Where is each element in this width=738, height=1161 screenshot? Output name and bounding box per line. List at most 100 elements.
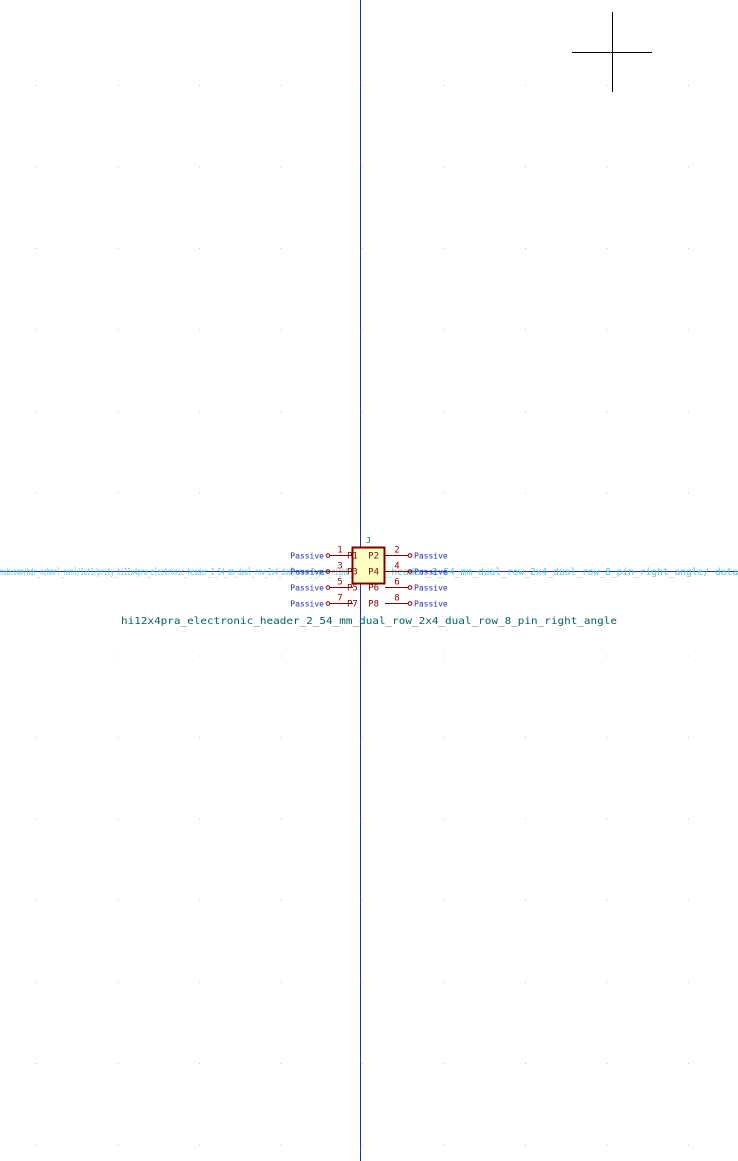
- grid-dot: [36, 411, 37, 412]
- grid-dot: [280, 574, 282, 575]
- grid-dot: [199, 818, 200, 820]
- pin-end-circle: [407, 585, 413, 590]
- grid-dot: [525, 492, 526, 494]
- grid-dot: [443, 900, 445, 901]
- grid-dot: [688, 1063, 689, 1064]
- pin-electrical-type: Passive: [414, 568, 448, 577]
- pin-name: P1: [347, 552, 358, 562]
- grid-dot: [362, 1063, 363, 1064]
- grid-dot: [525, 574, 526, 575]
- grid-dot: [362, 655, 363, 657]
- grid-dot: [199, 574, 200, 575]
- grid-dot: [362, 981, 363, 983]
- hidden-field-right: ds_header_2_54_mm_dual_row_2x4_dual_row_…: [374, 567, 738, 578]
- grid-dot: [688, 900, 689, 901]
- grid-dot: [688, 492, 689, 494]
- grid-dot: [525, 248, 526, 249]
- grid-dot: [688, 166, 689, 168]
- grid-dot: [117, 85, 119, 86]
- grid-dot: [525, 655, 526, 657]
- grid-dot: [36, 248, 37, 249]
- grid-dot: [688, 818, 689, 820]
- grid-dot: [362, 411, 363, 412]
- grid-dot: [199, 737, 200, 738]
- grid-dot: [280, 166, 282, 168]
- grid-dot: [117, 655, 119, 657]
- grid-dot: [117, 166, 119, 168]
- component-symbol[interactable]: J hi12x4pra_electronic_header_2_54_mm_du…: [121, 536, 617, 627]
- grid-dot: [525, 329, 526, 331]
- grid-dot: [606, 737, 608, 738]
- grid-dot: [36, 1144, 37, 1146]
- pin-number: 6: [394, 578, 399, 588]
- grid-dot: [443, 329, 445, 331]
- grid-dot: [36, 981, 37, 983]
- grid-dot: [606, 411, 608, 412]
- grid-dot: [117, 900, 119, 901]
- grid-dot: [280, 411, 282, 412]
- grid-dot: [688, 981, 689, 983]
- pin-number: 3: [337, 562, 342, 572]
- pin-electrical-type: Passive: [290, 552, 324, 561]
- grid-dot: [117, 818, 119, 820]
- grid-dot: [443, 1063, 445, 1064]
- pin-name: P4: [368, 568, 379, 578]
- pin-name: P3: [347, 568, 358, 578]
- grid-dot: [36, 574, 37, 575]
- component-value-label[interactable]: hi12x4pra_electronic_header_2_54_mm_dual…: [121, 616, 617, 627]
- grid-dot: [362, 818, 363, 820]
- grid-dot: [362, 248, 363, 249]
- grid-dot: [606, 655, 608, 657]
- grid-dot: [117, 981, 119, 983]
- grid-dot: [36, 655, 37, 657]
- pin-end-circle: [325, 553, 331, 558]
- grid-dot: [606, 900, 608, 901]
- pin-3[interactable]: 3 Passive P3: [290, 562, 358, 578]
- pin-4[interactable]: 4 Passive P4: [368, 562, 448, 578]
- pin-end-circle: [325, 601, 331, 606]
- hidden-field-left: nubcomm/hdr_nchmrl_nonl/1at1/prity_hi12x…: [0, 567, 372, 578]
- component-body[interactable]: [351, 546, 386, 585]
- pin-end-circle: [407, 553, 413, 558]
- pin-end-circle: [325, 569, 331, 574]
- pin-6[interactable]: 6 Passive P6: [368, 578, 448, 594]
- grid-dot: [36, 737, 37, 738]
- pin-2[interactable]: 2 Passive P2: [368, 546, 448, 562]
- grid-dot: [36, 329, 37, 331]
- pin-end-circle: [407, 601, 413, 606]
- grid-dot: [280, 492, 282, 494]
- grid-dot: [362, 900, 363, 901]
- pin-number: 5: [337, 578, 342, 588]
- grid-dot: [688, 329, 689, 331]
- grid-dot: [280, 329, 282, 331]
- grid-dot: [117, 248, 119, 249]
- pin-7[interactable]: 7 Passive P7: [290, 594, 358, 610]
- reference-designator[interactable]: J: [366, 536, 371, 545]
- grid-dot: [443, 248, 445, 249]
- grid-dot: [36, 492, 37, 494]
- pin-name: P2: [368, 552, 379, 562]
- grid-dot: [688, 655, 689, 657]
- grid-dot: [606, 492, 608, 494]
- grid-dot: [117, 574, 119, 575]
- pin-8[interactable]: 8 Passive P8: [368, 594, 448, 610]
- pin-1[interactable]: 1 Passive P1: [290, 546, 358, 562]
- pin-5[interactable]: 5 Passive P5: [290, 578, 358, 594]
- grid-dot: [362, 1144, 363, 1146]
- pin-electrical-type: Passive: [290, 568, 324, 577]
- grid-dot: [280, 737, 282, 738]
- grid-dot: [443, 85, 445, 86]
- grid-dot: [199, 85, 200, 86]
- grid-dot: [117, 411, 119, 412]
- grid-dot: [443, 411, 445, 412]
- grid-dot: [606, 818, 608, 820]
- grid-dot: [525, 900, 526, 901]
- pin-number: 2: [394, 546, 399, 556]
- pin-end-circle: [325, 585, 331, 590]
- grid-dot: [117, 329, 119, 331]
- grid-dot: [199, 492, 200, 494]
- grid-dot: [36, 1063, 37, 1064]
